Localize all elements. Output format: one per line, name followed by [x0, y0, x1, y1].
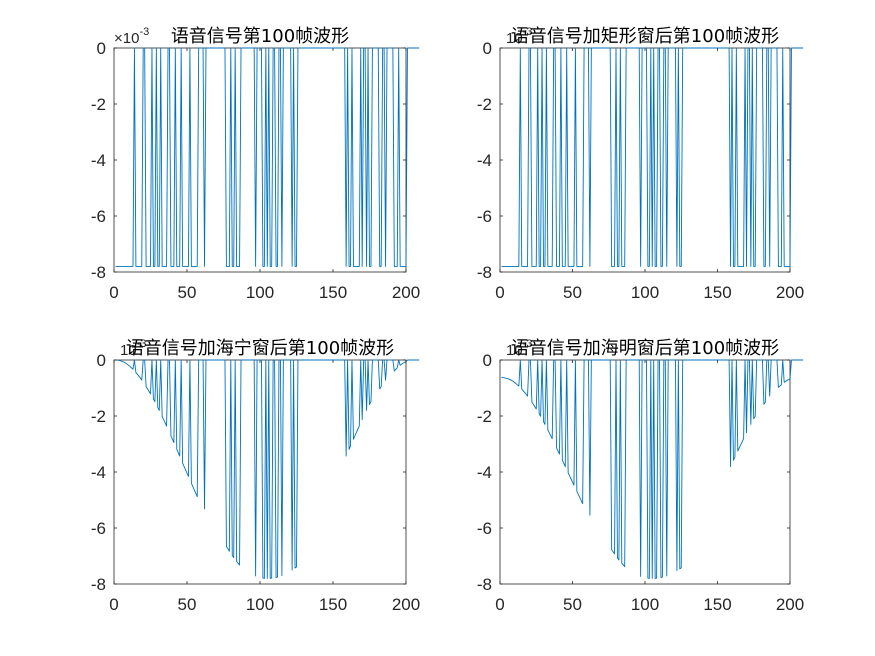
y-tick-label: -2 [91, 95, 106, 114]
waveform-line [501, 47, 804, 267]
y-tick-label: -8 [91, 575, 106, 594]
y-tick-label: -4 [477, 151, 492, 170]
x-tick-label: 200 [392, 283, 420, 302]
x-tick-label: 100 [631, 283, 659, 302]
x-tick-label: 0 [495, 283, 504, 302]
y-tick-label: -6 [91, 207, 106, 226]
x-tick-label: 200 [776, 595, 804, 614]
y-tick-label: -2 [477, 95, 492, 114]
y-tick-label: -4 [91, 151, 106, 170]
x-tick-label: 150 [319, 595, 347, 614]
y-exponent-label: ×10-3 [114, 26, 149, 47]
y-exponent-label: 10-3 [120, 338, 146, 359]
y-tick-label: -8 [91, 263, 106, 282]
waveform-line [115, 359, 420, 579]
x-tick-label: 200 [392, 595, 420, 614]
y-tick-label: -2 [91, 407, 106, 426]
subplot-2: 0 50 100 150 200 0 -2 -4 -6 -8 10-3语音信号加矩形窗后第100帧波… [477, 26, 804, 302]
y-tick-label: 0 [97, 39, 106, 58]
y-tick-label: 0 [483, 351, 492, 370]
subplot-4: 0 50 100 150 200 0 -2 -4 -6 -8 10-3语音信号加海明窗后第100帧波… [477, 338, 804, 614]
x-tick-label: 150 [319, 283, 347, 302]
x-tick-label: 100 [246, 595, 274, 614]
axes-box [499, 47, 791, 273]
subplot-title: 语音信号加矩形窗后第100帧波形 [511, 26, 779, 47]
y-tick-label: -4 [477, 463, 492, 482]
x-tick-label: 50 [563, 283, 582, 302]
x-tick-label: 100 [631, 595, 659, 614]
y-tick-label: -2 [477, 407, 492, 426]
y-exponent-label: 10-3 [506, 26, 532, 47]
x-tick-label: 200 [776, 283, 804, 302]
subplot-title: 语音信号第100帧波形 [171, 26, 349, 47]
x-tick-label: 150 [703, 595, 731, 614]
subplot-3: 0 50 100 150 200 0 -2 -4 -6 -8 10-3语音信号加海宁窗后第100帧波… [91, 338, 420, 614]
y-tick-label: -6 [477, 519, 492, 538]
waveform-line [501, 359, 804, 579]
x-tick-label: 50 [563, 595, 582, 614]
waveform-line [115, 47, 420, 267]
x-tick-label: 50 [178, 283, 197, 302]
y-tick-label: -8 [477, 575, 492, 594]
subplot-title: 语音信号加海明窗后第100帧波形 [511, 338, 779, 359]
y-tick-label: -6 [477, 207, 492, 226]
subplot-title: 语音信号加海宁窗后第100帧波形 [126, 338, 394, 359]
x-tick-label: 0 [109, 283, 118, 302]
y-tick-label: -6 [91, 519, 106, 538]
y-tick-label: 0 [483, 39, 492, 58]
x-tick-label: 150 [703, 283, 731, 302]
axes-box [499, 359, 791, 585]
y-tick-label: 0 [97, 351, 106, 370]
y-tick-label: -4 [91, 463, 106, 482]
y-tick-label: -8 [477, 263, 492, 282]
x-tick-label: 50 [178, 595, 197, 614]
axes-box [113, 359, 407, 585]
y-exponent-label: 10-3 [506, 338, 532, 359]
subplot-1: 0 50 100 150 200 0 -2 -4 -6 -8 ×10-3 语音信号第100帧波形 [91, 26, 420, 302]
x-tick-label: 0 [109, 595, 118, 614]
x-tick-label: 100 [246, 283, 274, 302]
x-tick-label: 0 [495, 595, 504, 614]
axes-box [113, 47, 407, 273]
